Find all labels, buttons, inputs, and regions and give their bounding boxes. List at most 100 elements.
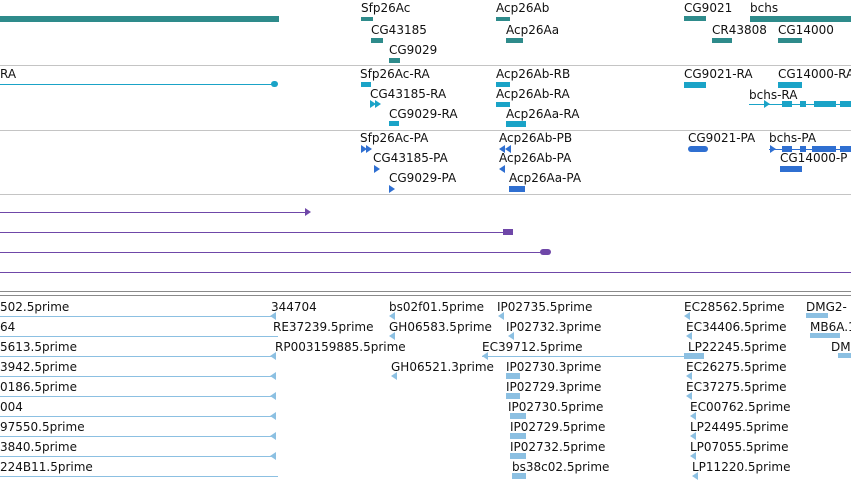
est-block[interactable] xyxy=(838,353,851,358)
est-line[interactable] xyxy=(0,316,272,317)
transcript-exon[interactable] xyxy=(496,82,510,87)
protein-label: bchs-PA xyxy=(769,131,817,145)
protein-arrow[interactable] xyxy=(499,145,505,153)
protein-line[interactable] xyxy=(769,149,851,150)
transcript-exon[interactable] xyxy=(361,82,371,87)
est-block[interactable] xyxy=(684,353,704,359)
transcript-exon[interactable] xyxy=(684,82,706,88)
est-line[interactable] xyxy=(482,356,688,357)
est-line[interactable] xyxy=(0,336,278,337)
est-arrow[interactable] xyxy=(389,312,395,320)
est-line[interactable] xyxy=(0,476,278,477)
alignment-line[interactable] xyxy=(0,212,306,213)
est-arrow[interactable] xyxy=(270,412,276,420)
est-block[interactable] xyxy=(510,413,526,419)
est-arrow[interactable] xyxy=(270,452,276,460)
transcript-exon[interactable] xyxy=(840,101,851,107)
protein-feature[interactable] xyxy=(840,146,851,152)
est-block[interactable] xyxy=(512,473,526,479)
alignment-line[interactable] xyxy=(0,272,851,273)
gene-feature[interactable] xyxy=(0,16,279,22)
protein-feature[interactable] xyxy=(800,146,806,152)
protein-arrow[interactable] xyxy=(770,145,776,153)
transcript-arrow[interactable] xyxy=(764,100,770,108)
transcript-label: CG14000-RA xyxy=(778,67,851,81)
est-arrow[interactable] xyxy=(690,432,696,440)
protein-arrow[interactable] xyxy=(374,165,380,173)
est-label: DMG2- xyxy=(806,300,847,314)
gene-feature[interactable] xyxy=(506,38,523,43)
gene-feature[interactable] xyxy=(361,17,373,21)
est-arrow[interactable] xyxy=(498,312,504,320)
protein-arrow[interactable] xyxy=(389,185,395,193)
est-arrow[interactable] xyxy=(391,372,397,380)
est-arrow[interactable] xyxy=(686,332,692,340)
est-block[interactable] xyxy=(510,433,526,439)
transcript-exon[interactable] xyxy=(814,101,836,107)
est-block[interactable] xyxy=(506,373,520,379)
transcript-exon[interactable] xyxy=(506,121,526,127)
gene-feature[interactable] xyxy=(778,38,802,43)
gene-feature[interactable] xyxy=(496,17,510,21)
transcript-exon[interactable] xyxy=(782,101,792,107)
transcript-exon[interactable] xyxy=(271,81,278,87)
est-line[interactable] xyxy=(0,436,272,437)
gene-feature[interactable] xyxy=(371,38,383,43)
protein-feature[interactable] xyxy=(782,146,792,152)
gene-feature[interactable] xyxy=(712,38,732,43)
est-label: LP07055.5prime xyxy=(690,440,789,454)
alignment-line[interactable] xyxy=(0,232,504,233)
est-block[interactable] xyxy=(506,393,520,399)
est-arrow[interactable] xyxy=(270,312,276,320)
est-line[interactable] xyxy=(0,456,272,457)
est-arrow[interactable] xyxy=(270,372,276,380)
est-arrow[interactable] xyxy=(690,412,696,420)
est-label: EC26275.5prime xyxy=(686,360,787,374)
protein-feature[interactable] xyxy=(688,146,708,152)
alignment-arrow[interactable] xyxy=(305,208,311,216)
est-label: 0186.5prime xyxy=(0,380,77,394)
est-arrow[interactable] xyxy=(690,452,696,460)
gene-feature[interactable] xyxy=(684,16,706,21)
alignment-line[interactable] xyxy=(0,252,541,253)
protein-arrow[interactable] xyxy=(499,165,505,173)
est-line[interactable] xyxy=(0,416,272,417)
protein-feature[interactable] xyxy=(812,146,836,152)
est-block[interactable] xyxy=(510,453,526,459)
est-arrow[interactable] xyxy=(270,352,276,360)
transcript-exon[interactable] xyxy=(778,82,802,88)
est-line[interactable] xyxy=(0,356,272,357)
gene-feature[interactable] xyxy=(750,16,851,22)
transcript-exon[interactable] xyxy=(800,101,806,107)
est-arrow[interactable] xyxy=(686,392,692,400)
gene-label: CR43808 xyxy=(712,23,767,37)
protein-arrow[interactable] xyxy=(361,145,367,153)
protein-arrow[interactable] xyxy=(366,145,372,153)
est-arrow[interactable] xyxy=(482,352,488,360)
est-arrow[interactable] xyxy=(508,332,514,340)
est-block[interactable] xyxy=(806,313,828,318)
est-label: 3942.5prime xyxy=(0,360,77,374)
est-arrow[interactable] xyxy=(686,372,692,380)
est-block[interactable] xyxy=(810,333,840,338)
gene-feature[interactable] xyxy=(389,58,400,63)
est-line[interactable] xyxy=(0,396,272,397)
est-line[interactable] xyxy=(0,376,272,377)
protein-arrow[interactable] xyxy=(505,145,511,153)
est-arrow[interactable] xyxy=(684,312,690,320)
transcript-exon[interactable] xyxy=(496,102,510,107)
est-arrow[interactable] xyxy=(389,332,395,340)
protein-feature[interactable] xyxy=(509,186,525,192)
est-arrow[interactable] xyxy=(270,432,276,440)
transcript-exon[interactable] xyxy=(389,121,399,126)
protein-feature[interactable] xyxy=(780,166,802,172)
est-arrow[interactable] xyxy=(270,392,276,400)
transcript-arrow[interactable] xyxy=(375,100,381,108)
transcript-arrow[interactable] xyxy=(370,100,376,108)
transcript-line[interactable] xyxy=(0,84,272,85)
protein-label: Acp26Aa-PA xyxy=(509,171,582,185)
alignment-block[interactable] xyxy=(540,249,551,255)
alignment-block[interactable] xyxy=(503,229,513,235)
est-arrow[interactable] xyxy=(692,472,698,480)
